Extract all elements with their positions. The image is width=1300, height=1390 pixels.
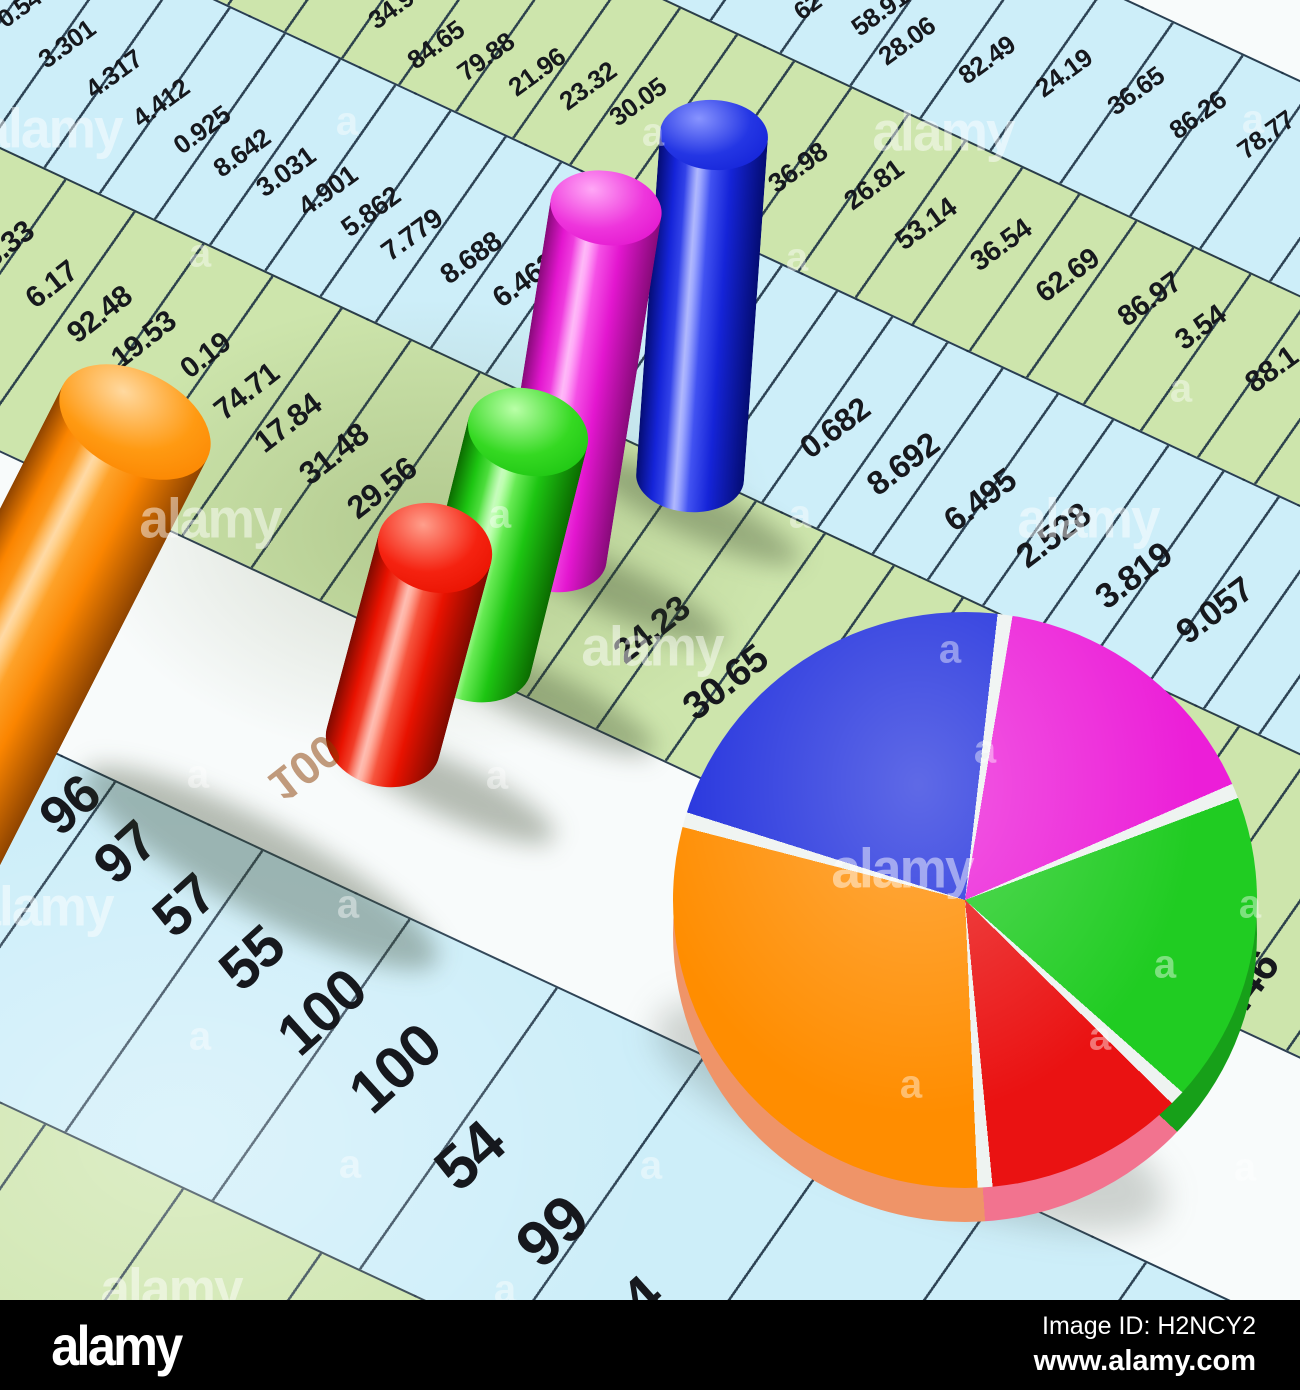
website-url-text: www.alamy.com bbox=[1033, 1345, 1256, 1377]
alamy-logo: alamy bbox=[51, 1313, 183, 1377]
pie-chart bbox=[673, 612, 1257, 1188]
blue-bar bbox=[633, 96, 771, 516]
orange-bar bbox=[0, 340, 230, 932]
image-id-text: Image ID: H2NCY2 bbox=[1042, 1312, 1256, 1340]
credit-bar: alamy Image ID: H2NCY2 www.alamy.com bbox=[0, 1300, 1300, 1390]
blue-bar-body bbox=[633, 131, 768, 516]
